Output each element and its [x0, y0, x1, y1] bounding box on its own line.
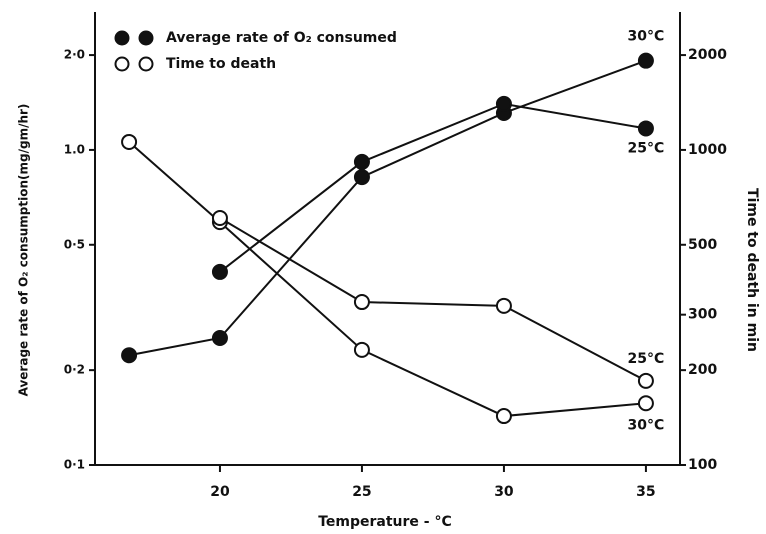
- y2-tick-label: 1000: [688, 142, 727, 158]
- data-point: [637, 120, 654, 137]
- series-line: [128, 59, 647, 357]
- series-line: [219, 102, 647, 273]
- x-axis-label: Temperature - °C: [318, 514, 452, 530]
- data-point: [353, 341, 370, 358]
- data-point: [637, 52, 654, 69]
- y2-tick-label: 200: [688, 362, 717, 378]
- series-label: 25°C: [628, 351, 665, 367]
- legend-label: Time to death: [166, 56, 276, 72]
- data-point: [637, 395, 654, 412]
- series-line: [219, 217, 647, 382]
- data-point: [121, 133, 138, 150]
- series-label: 30°C: [628, 29, 665, 45]
- y-tick-label: 0·5: [64, 237, 85, 251]
- series-line: [128, 141, 647, 418]
- x-tick-label: 35: [636, 484, 655, 500]
- y-axis-label: Average rate of O₂ consumption(mg/gm/hr): [17, 104, 31, 397]
- data-point: [495, 297, 512, 314]
- data-point: [121, 347, 138, 364]
- data-point: [211, 329, 228, 346]
- series-label: 30°C: [628, 417, 665, 433]
- y-tick-label: 1.0: [64, 142, 85, 156]
- y-tick-label: 0·2: [64, 363, 85, 377]
- data-point: [495, 408, 512, 425]
- legend-marker: [138, 56, 154, 72]
- data-point: [495, 95, 512, 112]
- legend-marker: [138, 30, 154, 46]
- y-tick-label: 0·1: [64, 458, 85, 472]
- y2-tick-label: 300: [688, 307, 717, 323]
- y2-tick-label: 500: [688, 237, 717, 253]
- legend-label: Average rate of O₂ consumed: [166, 30, 397, 46]
- y2-tick-label: 2000: [688, 47, 727, 63]
- y2-axis-label: Time to death in min: [744, 188, 760, 352]
- x-tick-label: 30: [494, 484, 514, 500]
- y2-tick-label: 100: [688, 457, 717, 473]
- data-point: [353, 153, 370, 170]
- series-label: 25°C: [628, 140, 665, 156]
- x-tick-label: 25: [352, 484, 371, 500]
- data-point: [637, 372, 654, 389]
- data-point: [211, 210, 228, 227]
- y-tick-label: 2·0: [64, 48, 85, 62]
- legend-marker: [114, 30, 130, 46]
- data-point: [353, 169, 370, 186]
- data-point: [211, 263, 228, 280]
- axes-frame: [94, 12, 681, 466]
- x-tick-label: 20: [210, 484, 230, 500]
- data-point: [353, 294, 370, 311]
- legend-marker: [114, 56, 130, 72]
